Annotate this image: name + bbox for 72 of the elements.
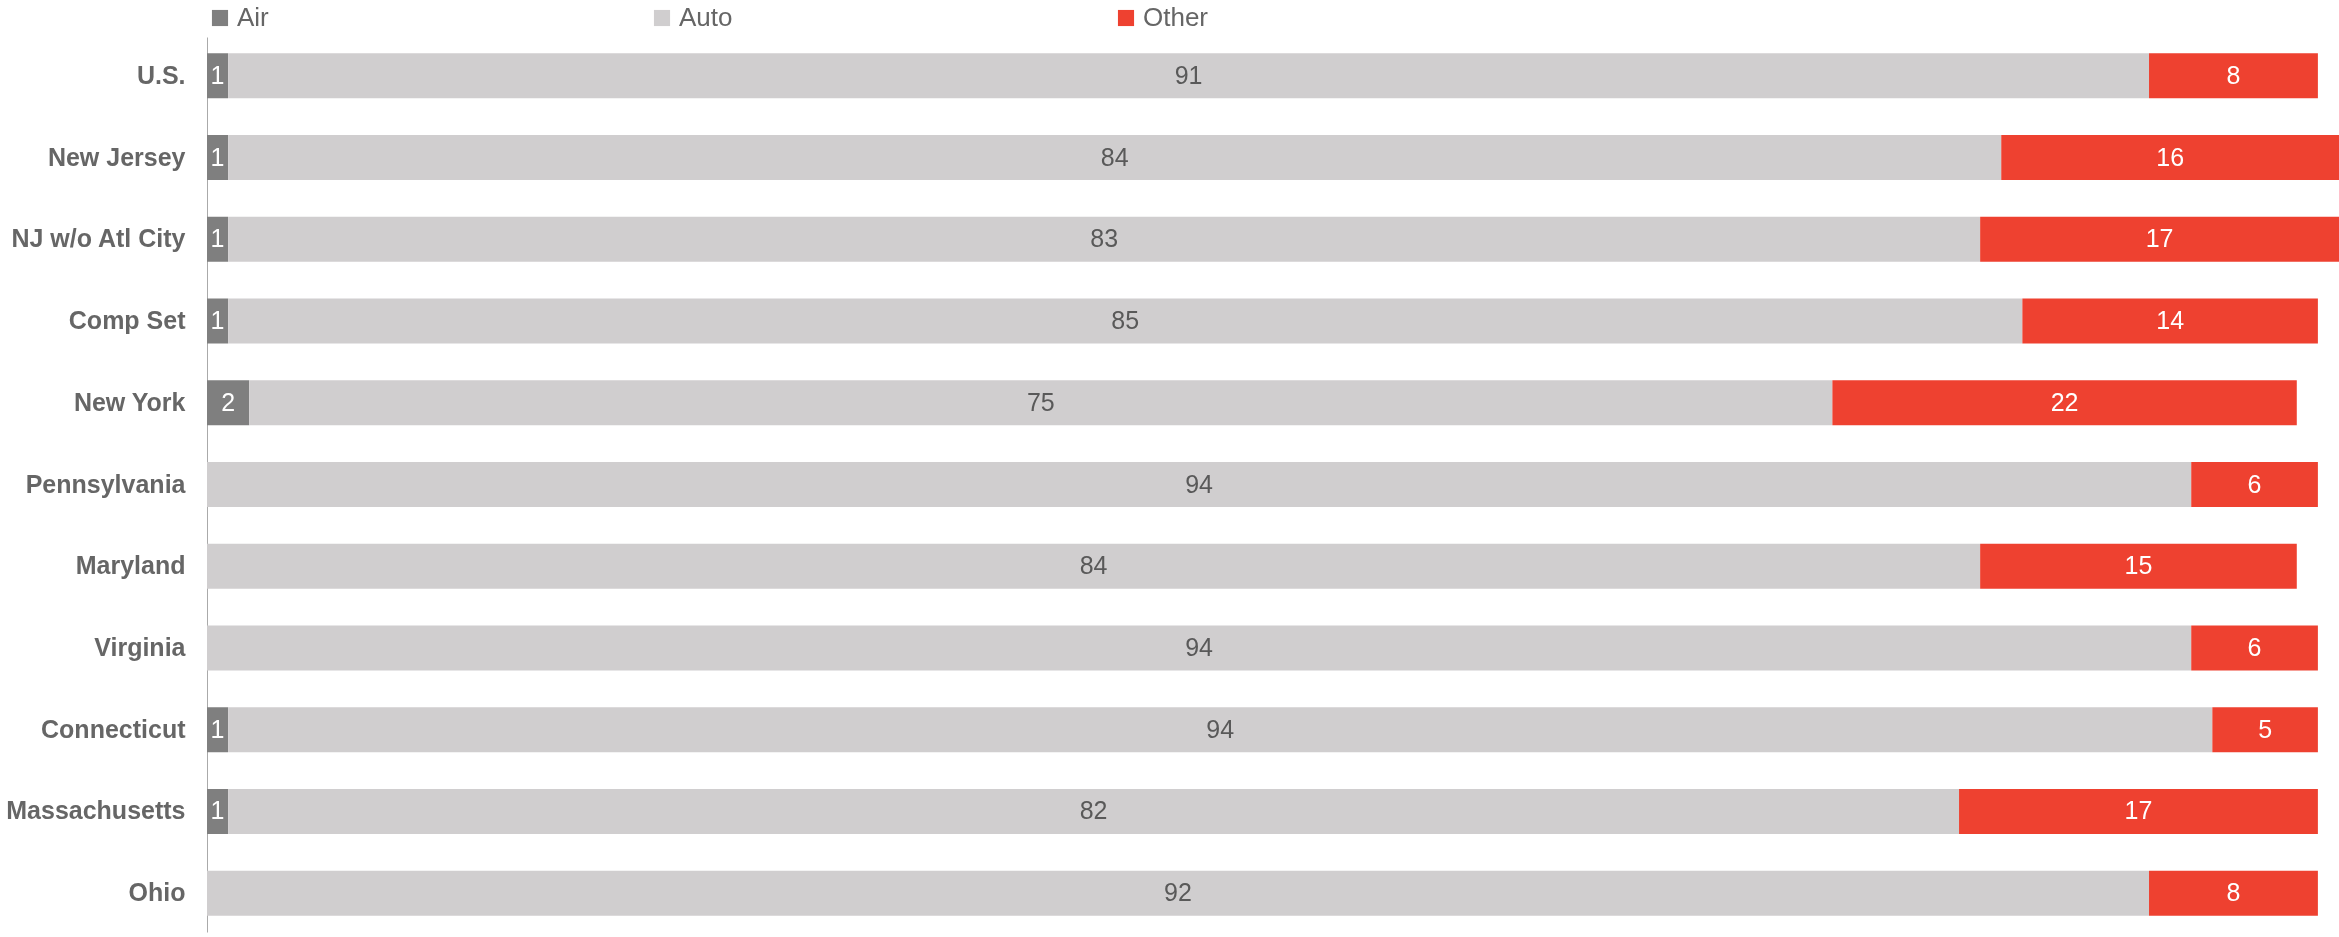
y-tick-label: U.S. [136,60,186,89]
data-label: 1 [210,796,225,825]
data-label: 22 [2050,387,2079,416]
data-label: 8 [2226,60,2241,89]
y-tick-label: NJ w/o Atl City [11,224,186,253]
bar [207,625,2192,671]
data-label: 6 [2247,632,2262,661]
y-tick-label: Ohio [128,878,186,907]
bar [207,298,229,344]
bar [2022,298,2318,344]
data-label: 6 [2247,469,2262,498]
bar [207,707,229,753]
bar [207,380,250,426]
y-tick-label: Pennsylvania [25,469,187,498]
data-label: 16 [2156,142,2185,171]
bar [1832,380,2297,426]
data-label: 75 [1026,387,1055,416]
bar [228,298,2023,344]
bar [2149,53,2318,99]
data-label: 14 [2156,306,2185,335]
bar [207,543,1981,589]
data-label: 5 [2258,714,2273,743]
bar [228,788,1960,834]
bar [207,788,229,834]
y-tick-label: Comp Set [68,306,187,335]
bar [207,462,2192,507]
y-tick-label: Massachusetts [6,796,186,825]
bar [207,135,229,181]
bar [207,870,2150,916]
data-label: 82 [1079,796,1108,825]
data-label: 94 [1206,714,1235,743]
data-label: 8 [2226,878,2241,907]
data-label: 1 [210,60,225,89]
data-label: 17 [2145,224,2174,253]
bar [228,135,2002,181]
bar [2149,870,2318,916]
data-label: 83 [1090,224,1119,253]
y-tick-label: New Jersey [47,142,186,171]
data-label: 84 [1100,142,1129,171]
data-label: 1 [210,224,225,253]
bar [2001,135,2339,181]
data-label: 94 [1185,469,1214,498]
data-label: 84 [1079,551,1108,580]
bar [1980,216,2339,262]
bar [1959,788,2318,834]
bar [207,216,229,262]
bar [2212,707,2318,753]
data-label: 2 [221,387,236,416]
legend-label: Auto [679,2,733,32]
bar [1980,543,2297,589]
bar [249,380,1833,426]
data-label: 92 [1164,878,1192,907]
data-label: 85 [1111,306,1140,335]
y-tick-label: New York [73,387,186,416]
data-label: 17 [2124,796,2153,825]
y-tick-label: Virginia [94,632,187,661]
legend-label: Air [237,2,270,32]
y-tick-label: Maryland [75,551,186,580]
data-label: 91 [1174,60,1203,89]
legend-label: Other [1143,2,1209,32]
bar [228,707,2213,753]
bar [2191,625,2318,671]
bar [2191,462,2318,507]
bar [207,53,229,99]
data-label: 1 [210,306,225,335]
data-label: 94 [1185,632,1214,661]
data-label: 15 [2124,551,2153,580]
bar [228,53,2150,99]
bar [228,216,1981,262]
data-label: 1 [210,142,225,171]
y-tick-label: Connecticut [41,714,187,743]
data-label: 1 [210,714,225,743]
